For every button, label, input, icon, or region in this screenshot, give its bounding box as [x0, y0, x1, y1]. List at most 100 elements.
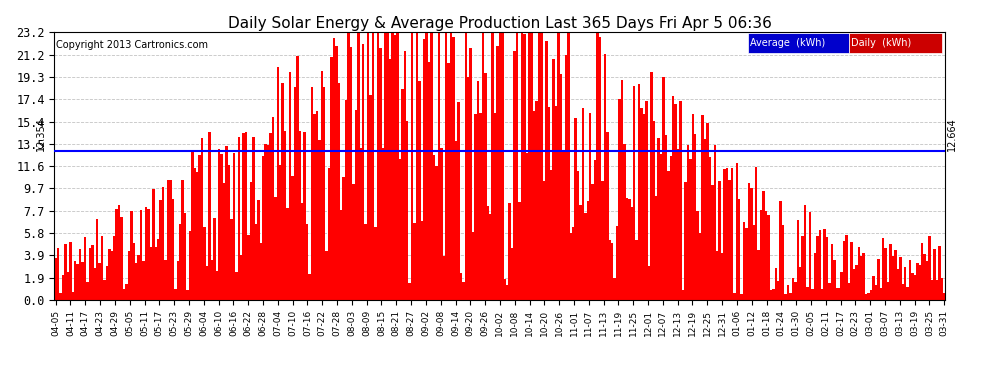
Bar	[619, 99, 621, 300]
Bar	[113, 236, 116, 300]
Bar	[166, 180, 169, 300]
Bar	[409, 283, 411, 300]
Bar	[84, 237, 86, 300]
Bar	[848, 33, 941, 53]
Bar	[186, 290, 189, 300]
Bar	[333, 38, 336, 300]
Bar	[364, 224, 367, 300]
Bar	[189, 231, 191, 300]
Bar	[116, 209, 118, 300]
Bar	[792, 278, 794, 300]
Bar	[624, 144, 626, 300]
Bar	[789, 292, 792, 300]
Bar	[884, 248, 887, 300]
Bar	[904, 267, 907, 300]
Bar	[216, 271, 218, 300]
Bar	[850, 242, 852, 300]
Bar	[472, 232, 474, 300]
Bar	[374, 227, 376, 300]
Bar	[426, 32, 428, 300]
Bar	[331, 57, 333, 300]
Bar	[919, 265, 921, 300]
Bar	[108, 249, 111, 300]
Bar	[741, 294, 742, 300]
Bar	[299, 130, 301, 300]
Bar	[231, 219, 233, 300]
Bar	[506, 285, 509, 300]
Bar	[164, 260, 166, 300]
Bar	[174, 289, 176, 300]
Bar	[694, 135, 696, 300]
Bar	[924, 254, 926, 300]
Bar	[226, 146, 228, 300]
Bar	[614, 278, 616, 300]
Bar	[208, 132, 211, 300]
Bar	[797, 220, 799, 300]
Bar	[845, 235, 847, 300]
Bar	[176, 261, 179, 300]
Bar	[582, 108, 584, 300]
Bar	[369, 94, 372, 300]
Bar	[706, 123, 709, 300]
Bar	[794, 282, 797, 300]
Bar	[367, 32, 369, 300]
Bar	[347, 32, 349, 300]
Bar	[914, 275, 916, 300]
Bar	[841, 272, 842, 300]
Bar	[523, 33, 526, 300]
Bar	[557, 32, 559, 300]
Bar	[636, 240, 638, 300]
Bar	[76, 264, 79, 300]
Bar	[206, 267, 208, 300]
Bar	[318, 140, 321, 300]
Bar	[533, 111, 536, 300]
Bar	[679, 101, 682, 300]
Bar	[887, 282, 889, 300]
Bar	[857, 247, 860, 300]
Bar	[145, 207, 148, 300]
Bar	[96, 219, 98, 300]
Bar	[604, 54, 606, 300]
Bar	[257, 200, 259, 300]
Bar	[504, 279, 506, 300]
Bar	[729, 180, 731, 300]
Bar	[289, 72, 291, 300]
Text: Average  (kWh): Average (kWh)	[749, 38, 825, 48]
Bar	[194, 168, 196, 300]
Bar	[323, 87, 326, 300]
Bar	[135, 263, 138, 300]
Bar	[696, 211, 699, 300]
Bar	[784, 294, 787, 300]
Bar	[867, 294, 870, 300]
Bar	[89, 248, 91, 300]
Bar	[279, 165, 281, 300]
Bar	[218, 148, 221, 300]
Bar	[381, 148, 384, 300]
Bar	[872, 276, 874, 300]
Bar	[921, 243, 924, 300]
Bar	[531, 32, 533, 300]
Bar	[138, 255, 140, 300]
Bar	[664, 135, 667, 300]
Bar	[501, 32, 504, 300]
Bar	[855, 265, 857, 300]
Bar	[689, 159, 692, 300]
Bar	[757, 250, 760, 300]
Bar	[760, 210, 762, 300]
Bar	[469, 48, 472, 300]
Bar	[486, 206, 489, 300]
Bar	[406, 121, 409, 300]
Bar	[159, 200, 161, 300]
Bar	[221, 154, 223, 300]
Bar	[879, 288, 882, 300]
Bar	[616, 226, 619, 300]
Bar	[245, 132, 248, 300]
Bar	[940, 278, 943, 300]
Bar	[452, 38, 454, 300]
Bar	[157, 239, 159, 300]
Bar	[772, 289, 774, 300]
Bar	[631, 207, 633, 300]
Bar	[499, 32, 501, 300]
Bar	[774, 267, 777, 300]
Bar	[106, 266, 108, 300]
